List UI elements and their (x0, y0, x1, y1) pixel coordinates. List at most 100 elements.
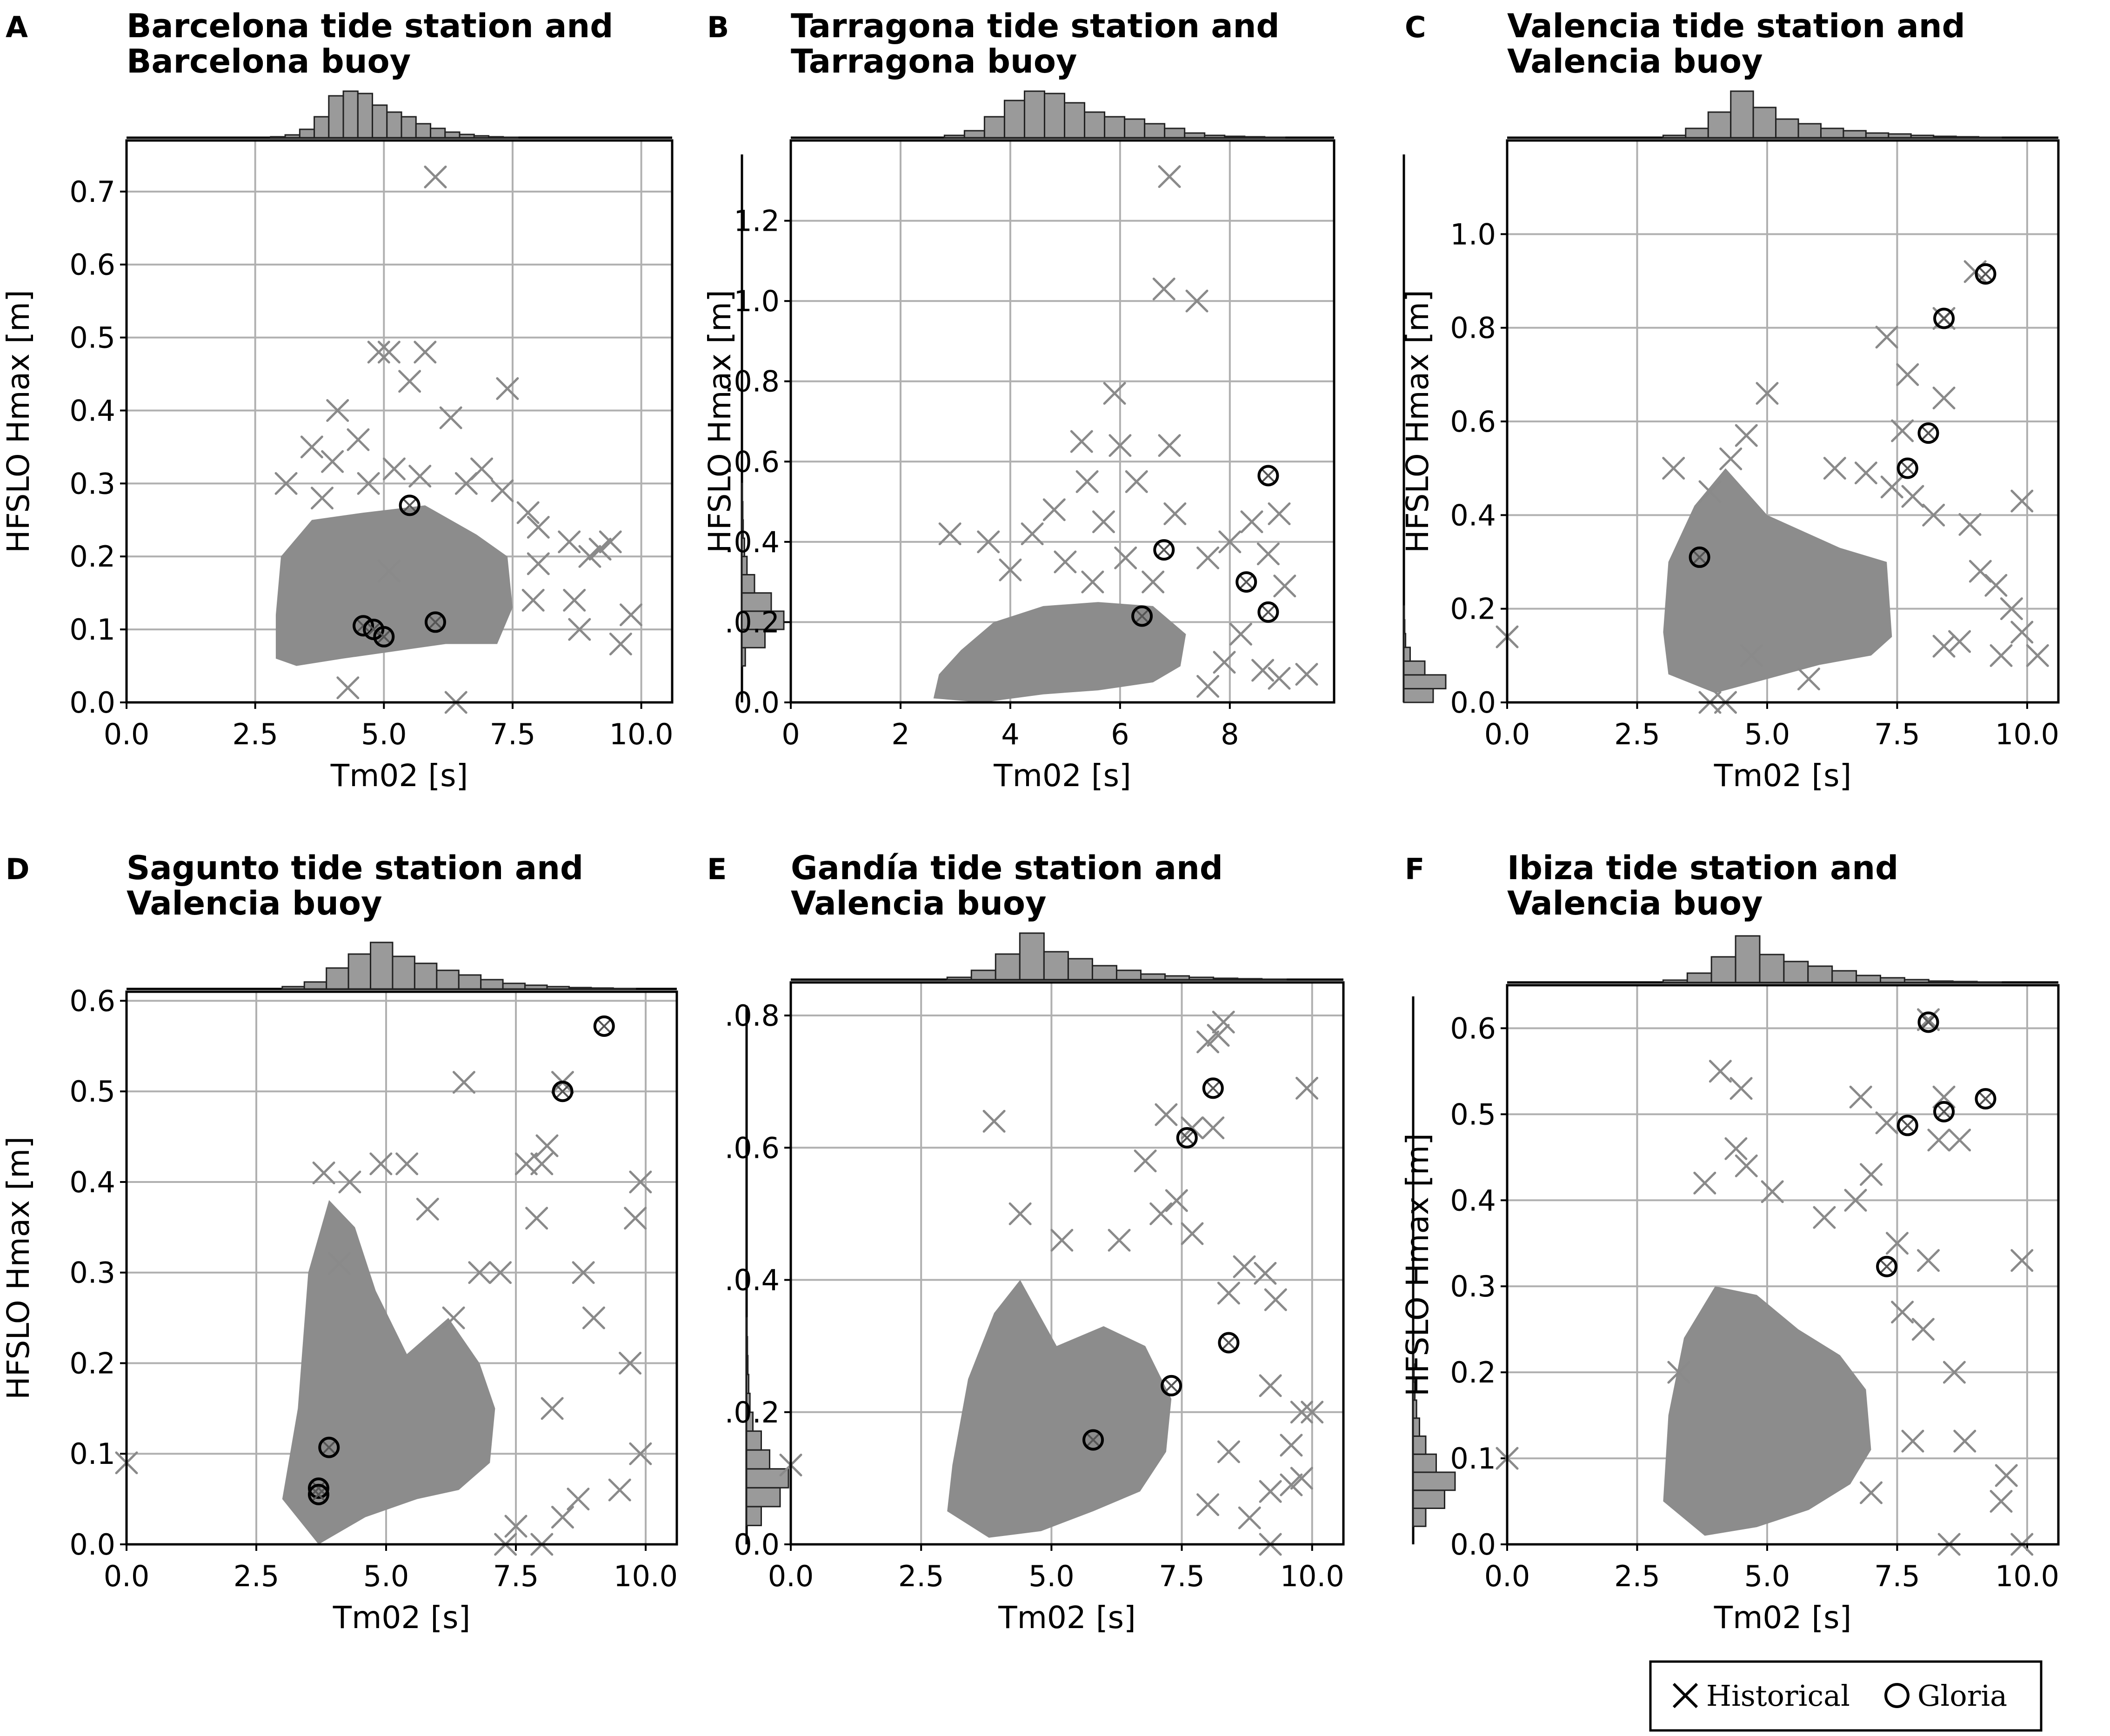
top-histogram-bar (1124, 118, 1146, 139)
top-histogram-bar (1019, 932, 1045, 981)
historical-point-stroke (1844, 1188, 1867, 1212)
historical-point-stroke (1103, 382, 1126, 405)
historical-point-stroke (619, 603, 642, 627)
historical-point (1021, 522, 1044, 546)
top-histogram-bar (1189, 976, 1215, 981)
historical-point (1196, 1030, 1220, 1054)
gloria-point-circle (1235, 571, 1257, 593)
historical-point-stroke (1854, 461, 1877, 485)
historical-point-stroke (1290, 1401, 1313, 1424)
x-tick-label: 7.5 (490, 717, 536, 751)
gloria-point-cross (1936, 1104, 1951, 1119)
top-histogram-bar (1820, 127, 1844, 139)
historical-point-stroke (1927, 1128, 1950, 1152)
historical-point-stroke (1709, 1060, 1732, 1083)
historical-point-stroke (999, 558, 1022, 581)
panel-title-line2: Valencia buoy (127, 884, 382, 922)
historical-point-stroke (1185, 289, 1209, 313)
historical-point (999, 558, 1022, 581)
historical-point (1202, 1116, 1225, 1140)
y-tick-label: 0.4 (1450, 1183, 1496, 1217)
gloria-point (1153, 539, 1175, 561)
historical-point (489, 1261, 512, 1284)
right-histogram-bar (746, 1449, 770, 1470)
historical-point (567, 1488, 590, 1511)
gloria-point (1917, 1011, 1939, 1033)
top-histogram-bar (502, 982, 526, 990)
gloria-point-cross (1900, 1118, 1915, 1133)
historical-point (1295, 663, 1318, 686)
right-histogram-bar (746, 1468, 789, 1489)
historical-point (572, 1261, 595, 1284)
historical-point-stroke (1021, 522, 1044, 546)
historical-point (1103, 382, 1126, 405)
legend-frame (1649, 1660, 2043, 1732)
historical-point-stroke (1229, 622, 1252, 646)
gloria-point (552, 1081, 574, 1102)
historical-point-stroke (1108, 1229, 1131, 1252)
legend-historical-marker (1672, 1683, 1698, 1709)
x-tick-label: 7.5 (1874, 1559, 1920, 1593)
historical-point (439, 406, 462, 429)
historical-point (1896, 363, 1919, 386)
historical-point (1042, 498, 1066, 521)
historical-point (521, 588, 545, 612)
gloria-point-cross (1086, 1433, 1101, 1447)
historical-point (1875, 326, 1898, 349)
historical-point-stroke (1149, 1202, 1173, 1225)
top-histogram-bar (1237, 978, 1263, 981)
x-tick-label: 10.0 (609, 717, 674, 751)
gloria-point-cross (1135, 609, 1149, 623)
historical-point-stroke (326, 399, 349, 422)
historical-point (551, 1506, 574, 1529)
top-histogram-bar (314, 116, 330, 139)
historical-point (629, 1170, 652, 1194)
historical-point (321, 450, 344, 473)
gloria-point-cross (366, 622, 381, 637)
gloria-point-circle (318, 1436, 340, 1458)
gloria-point (1257, 465, 1279, 487)
right-histogram-bar (1403, 688, 1434, 703)
right-histogram-bar (1412, 1507, 1427, 1527)
historical-point-stroke (1196, 674, 1220, 698)
top-histogram-bar (270, 136, 286, 139)
historical-point (1254, 1262, 1277, 1285)
y-tick-label: 0.0 (1450, 1528, 1496, 1562)
historical-point (624, 1207, 647, 1230)
top-histogram-bar (372, 104, 388, 139)
historical-density-cloud (275, 505, 513, 666)
historical-density-cloud (1663, 1286, 1871, 1536)
historical-point (1158, 165, 1181, 188)
historical-point-stroke (1259, 1480, 1282, 1503)
historical-point-stroke (1813, 1206, 1836, 1229)
historical-point (608, 1478, 631, 1502)
top-histogram-bar (1067, 958, 1093, 981)
historical-point-stroke (1969, 560, 1992, 583)
x-axis-label: Tm02 [s] (330, 758, 468, 794)
historical-point (1070, 430, 1093, 453)
historical-point-stroke (1797, 668, 1820, 691)
historical-point (442, 1306, 465, 1329)
historical-point-stroke (1142, 570, 1165, 594)
historical-point-stroke (525, 1207, 548, 1230)
right-histogram-bar (1403, 674, 1447, 689)
x-tick-label: 5.0 (363, 1559, 409, 1593)
top-histogram-bar (1023, 90, 1045, 139)
top-histogram-bar (1797, 123, 1822, 139)
panel-title-line2: Tarragona buoy (791, 42, 1077, 80)
historical-point-stroke (582, 1306, 605, 1329)
gloria-point-cross (1879, 1259, 1894, 1274)
gloria-point-circle (1218, 1332, 1240, 1354)
x-tick-label: 5.0 (1744, 1559, 1790, 1593)
historical-point (1213, 651, 1236, 674)
top-histogram-bar (342, 90, 359, 139)
right-histogram-bar (746, 1430, 762, 1451)
historical-point (516, 501, 540, 524)
historical-point (1761, 1180, 1784, 1203)
top-histogram-bar (303, 981, 327, 990)
top-histogram-bar (1685, 127, 1709, 139)
historical-point-stroke (1238, 1506, 1261, 1529)
historical-point (369, 1152, 393, 1175)
top-histogram-bar (1978, 136, 2002, 139)
historical-point-stroke (551, 1506, 574, 1529)
